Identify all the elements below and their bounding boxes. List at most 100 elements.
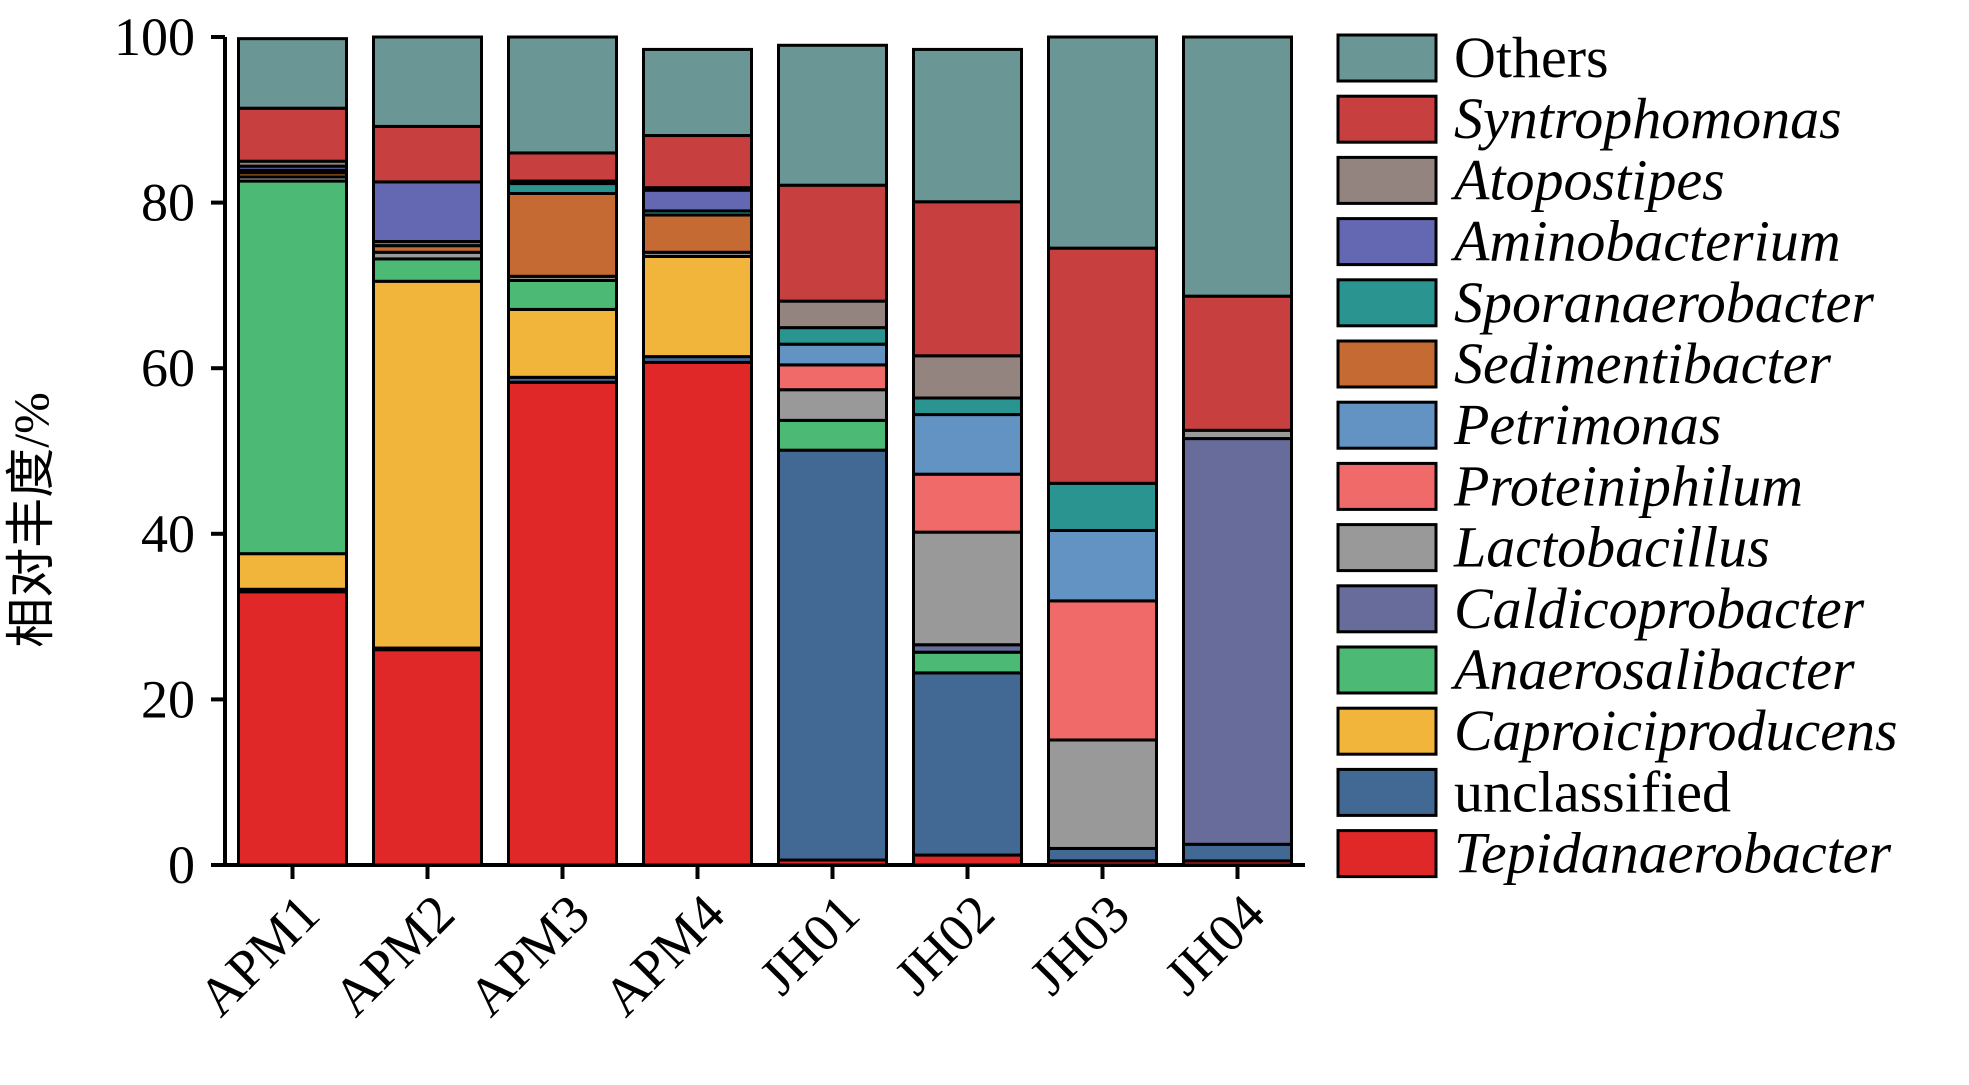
legend-label: unclassified: [1454, 759, 1731, 824]
bar-segment: [1182, 35, 1293, 298]
bar-segment: [507, 278, 618, 311]
bar-segment: [642, 360, 753, 867]
bar-segment: [507, 151, 618, 183]
bar-segment: [372, 648, 483, 867]
bar-segment: [642, 213, 753, 254]
bar-segment: [642, 188, 753, 213]
bar-segment: [1182, 842, 1293, 863]
y-tick-label: 100: [114, 7, 195, 67]
legend-swatch: [1336, 33, 1438, 83]
bar-segment: [372, 35, 483, 128]
bar-segment: [237, 590, 348, 867]
bar-segment: [1047, 481, 1158, 532]
legend-label: Tepidanaerobacter: [1454, 821, 1892, 886]
legend-swatch: [1336, 767, 1438, 817]
bar-segment: [642, 134, 753, 190]
axes: 0 20 40 60 80 100: [114, 7, 1305, 895]
bar-segment: [777, 418, 888, 452]
legend-swatch: [1336, 706, 1438, 756]
x-tick-label: APM2: [322, 883, 466, 1027]
bar-segment: [1047, 528, 1158, 603]
bar-segment: [507, 191, 618, 278]
bars: [237, 35, 1293, 867]
x-tick-label: JH03: [1018, 883, 1141, 1006]
bar-segment: [912, 671, 1023, 857]
legend-swatch: [1336, 278, 1438, 328]
bar-segment: [1047, 35, 1158, 250]
y-tick-label: 0: [168, 835, 195, 895]
bar-segment: [1047, 246, 1158, 485]
bar-segment: [642, 254, 753, 359]
bar-segment: [777, 342, 888, 367]
legend-label: Anaerosalibacter: [1450, 637, 1855, 702]
bar-segment: [1182, 294, 1293, 432]
bar-segment: [237, 552, 348, 591]
legend-label: Aminobacterium: [1450, 209, 1841, 274]
bar-segment: [1047, 738, 1158, 850]
legend-swatch: [1336, 523, 1438, 573]
legend-label: Caldicoprobacter: [1454, 576, 1865, 641]
bar-segment: [372, 257, 483, 283]
legend-label: Sedimentibacter: [1454, 331, 1831, 396]
bar-segment: [777, 326, 888, 346]
y-tick-label: 60: [141, 338, 195, 398]
legend-label: Atopostipes: [1450, 147, 1725, 212]
x-tick-label: JH02: [883, 883, 1006, 1006]
x-tick-label: APM3: [457, 883, 601, 1027]
legend-label: Syntrophomonas: [1454, 86, 1842, 151]
legend-label: Sporanaerobacter: [1454, 270, 1874, 335]
bar-segment: [777, 183, 888, 303]
bar-segment: [237, 106, 348, 163]
x-tick-label: APM4: [592, 883, 736, 1027]
bar-segment: [1047, 846, 1158, 863]
legend-label: Petrimonas: [1453, 392, 1721, 457]
y-tick-label: 40: [141, 504, 195, 564]
bar-segment: [912, 650, 1023, 675]
bar-segment: [372, 124, 483, 184]
x-tick-label: JH04: [1153, 883, 1276, 1006]
bar-segment: [507, 35, 618, 155]
bar-segment: [777, 299, 888, 330]
bar-segment: [777, 448, 888, 862]
x-tick-label: APM1: [187, 883, 331, 1027]
bar-segment: [777, 388, 888, 422]
legend-swatch: [1336, 829, 1438, 879]
x-tick-label: JH01: [748, 883, 871, 1006]
bar-segment: [1047, 599, 1158, 742]
legend-swatch: [1336, 155, 1438, 205]
legend-swatch: [1336, 339, 1438, 389]
bar-segment: [237, 179, 348, 556]
legend: OthersSyntrophomonasAtopostipesAminobact…: [1336, 25, 1898, 886]
bar-segment: [237, 37, 348, 110]
y-axis-title: 相对丰度/%: [3, 392, 59, 648]
bar-segment: [777, 363, 888, 392]
legend-label: Proteiniphilum: [1453, 453, 1803, 518]
legend-swatch: [1336, 645, 1438, 695]
bar-segment: [912, 413, 1023, 476]
legend-swatch: [1336, 400, 1438, 450]
bar-segment: [507, 307, 618, 379]
legend-label: Lactobacillus: [1453, 515, 1770, 580]
bar-segment: [912, 530, 1023, 647]
bar-segment: [912, 47, 1023, 204]
bar-segment: [507, 380, 618, 867]
bar-segment: [912, 396, 1023, 417]
bar-segment: [372, 279, 483, 650]
bar-segment: [912, 472, 1023, 534]
legend-label: Caproiciproducens: [1454, 698, 1898, 763]
bar-segment: [777, 43, 888, 187]
y-tick-label: 80: [141, 173, 195, 233]
bar-segment: [372, 180, 483, 244]
bar-segment: [1182, 437, 1293, 846]
bar-segment: [912, 354, 1023, 400]
bar-segment: [912, 200, 1023, 358]
legend-swatch: [1336, 217, 1438, 267]
y-tick-label: 20: [141, 669, 195, 729]
legend-swatch: [1336, 94, 1438, 144]
legend-swatch: [1336, 584, 1438, 634]
legend-swatch: [1336, 461, 1438, 511]
bar-segment: [642, 47, 753, 138]
legend-label: Others: [1454, 25, 1609, 90]
